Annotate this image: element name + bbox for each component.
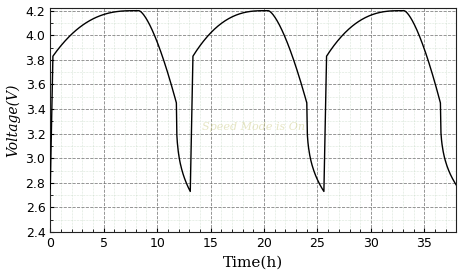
Text: Speed Mode is On: Speed Mode is On bbox=[202, 122, 305, 132]
Y-axis label: Voltage(V): Voltage(V) bbox=[6, 83, 20, 157]
X-axis label: Time(h): Time(h) bbox=[223, 255, 284, 270]
